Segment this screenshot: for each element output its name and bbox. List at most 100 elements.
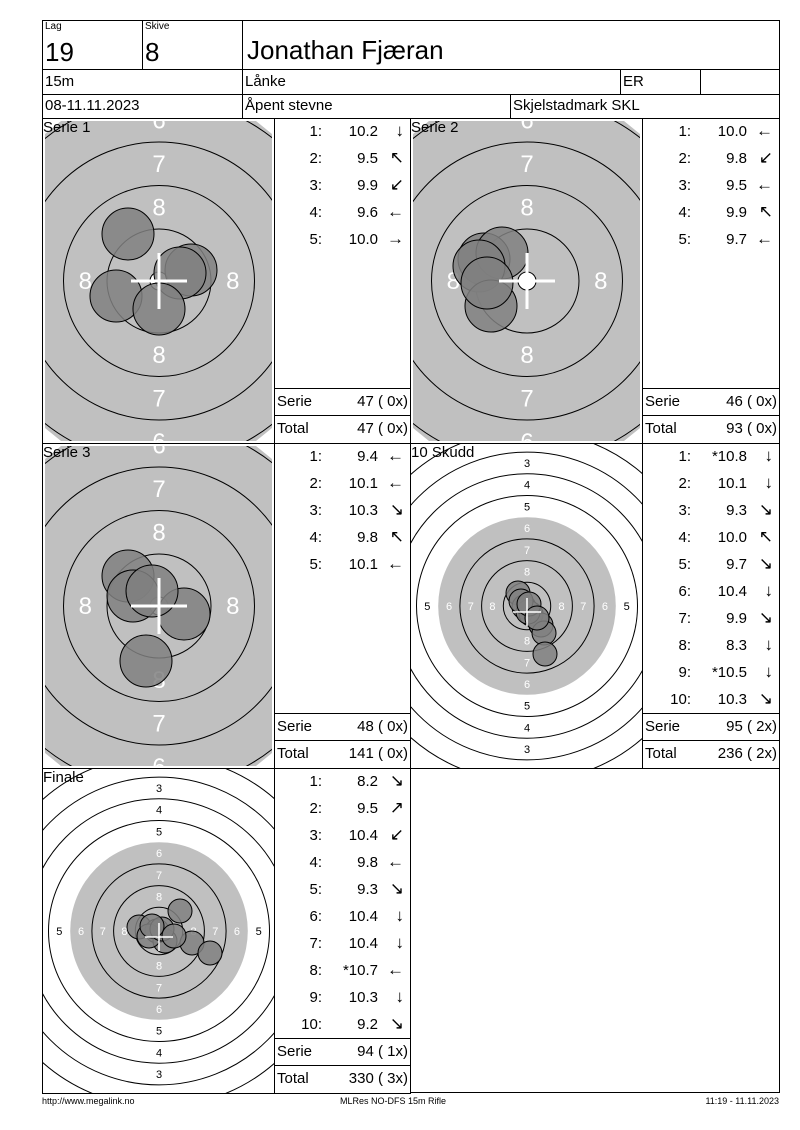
footer-url: http://www.megalink.no: [42, 1096, 135, 1106]
ring-label: 8: [489, 601, 495, 613]
score-list: 1: *10.8 ↓ 2: 10.1 ↓ 3: 9.3 ↘ 4: 10.0 ↖ 5: 9.7 ↘ 6: 10.4…: [642, 443, 780, 769]
shot-row: 3: 10.4 ↙: [275, 823, 410, 850]
shot-number: 1:: [678, 448, 691, 465]
shot-score: 9.7: [726, 231, 747, 248]
shot-number: 5:: [309, 881, 322, 898]
ring-label: 6: [520, 119, 533, 134]
ring-label: 7: [580, 601, 586, 613]
shot-number: 5:: [678, 231, 691, 248]
shot-score: 8.3: [726, 637, 747, 654]
venue-cell: Skjelstadmark SKL: [510, 94, 780, 119]
ring-label: 7: [152, 710, 165, 737]
shot-score: 10.4: [348, 827, 378, 844]
direction-arrow-icon: ↗: [389, 798, 404, 817]
direction-arrow-icon: ↘: [758, 608, 773, 627]
shot-hole: [532, 641, 558, 667]
target-ring: [63, 185, 255, 377]
shot-row: 3: 9.9 ↙: [275, 173, 410, 200]
shot-number: 2:: [309, 475, 322, 492]
direction-arrow-icon: ↙: [389, 175, 404, 194]
ring-label: 5: [524, 501, 530, 513]
direction-arrow-icon: ←: [387, 554, 404, 573]
lag-cell: Lag 19: [42, 20, 143, 70]
shot-number: 1:: [309, 773, 322, 790]
total-row: Total 93 ( 0x): [643, 415, 779, 443]
score-list: 1: 9.4 ← 2: 10.1 ← 3: 10.3 ↘ 4: 9.8 ↖ 5: 10.1 ← Serie 48…: [274, 443, 411, 769]
target-ring: [459, 538, 595, 674]
shot-number: 4:: [309, 204, 322, 221]
shot-number: 1:: [309, 123, 322, 140]
ring-label: 7: [212, 926, 218, 938]
total-label: Total: [277, 1070, 309, 1087]
ring-label: 8: [156, 891, 162, 903]
total-label: Total: [277, 745, 309, 762]
shot-row: 5: 9.3 ↘: [275, 877, 410, 904]
serie-label: Serie: [277, 718, 313, 735]
ring-label: 3: [524, 744, 530, 756]
shot-hole: [197, 940, 223, 966]
shot-score: 10.3: [348, 502, 378, 519]
serie-label: Serie: [277, 393, 313, 410]
shot-score: 10.4: [348, 908, 378, 925]
target-ring: [431, 185, 623, 377]
shot-row: 4: 9.8 ←: [275, 850, 410, 877]
ring-label: 7: [524, 657, 530, 669]
direction-arrow-icon: ←: [387, 473, 404, 492]
ring-label: 7: [152, 476, 165, 503]
ring-label: 6: [156, 1004, 162, 1016]
ring-label: 5: [56, 926, 62, 938]
ring-label: 8: [79, 268, 92, 295]
shot-row: 4: 10.0 ↖: [643, 525, 779, 552]
ring-label: 7: [152, 151, 165, 178]
ring-label: 6: [152, 754, 165, 768]
direction-arrow-icon: ↓: [395, 933, 405, 952]
shot-score: 10.2: [348, 123, 378, 140]
ring-label: 8: [156, 961, 162, 973]
series-title: Serie 3: [43, 444, 91, 461]
shot-number: 2:: [678, 475, 691, 492]
serie-score: 95 ( 2x): [726, 718, 777, 735]
shot-number: 5:: [678, 556, 691, 573]
ring-label: 8: [524, 636, 530, 648]
shot-number: 8:: [678, 637, 691, 654]
total-label: Total: [645, 745, 677, 762]
ring-label: 8: [520, 342, 533, 369]
target-ring: [91, 863, 227, 999]
ring-label: 8: [152, 194, 165, 221]
direction-arrow-icon: ↙: [389, 825, 404, 844]
shot-score: 9.6: [357, 204, 378, 221]
shot-score: *10.5: [711, 664, 747, 681]
ring-label: 6: [152, 429, 165, 443]
ring-label: 6: [446, 601, 452, 613]
ring-label: 7: [156, 870, 162, 882]
shot-score: 10.4: [717, 583, 747, 600]
shot-row: 9: *10.5 ↓: [643, 660, 779, 687]
series-title: 10 Skudd: [411, 444, 475, 461]
shot-number: 7:: [678, 610, 691, 627]
ring-label: 3: [524, 458, 530, 470]
shot-row: 8: 8.3 ↓: [643, 633, 779, 660]
shot-row: 6: 10.4 ↓: [275, 904, 410, 931]
direction-arrow-icon: ↘: [758, 500, 773, 519]
shot-number: 1:: [309, 448, 322, 465]
skive-value: 8: [145, 37, 160, 67]
shot-number: 8:: [309, 962, 322, 979]
serie-score: 94 ( 1x): [357, 1043, 408, 1060]
ring-label: 7: [524, 545, 530, 557]
shot-score: 9.7: [726, 556, 747, 573]
shot-row: 7: 10.4 ↓: [275, 931, 410, 958]
shot-hole: [139, 913, 165, 939]
ring-label: 6: [152, 119, 165, 134]
ring-label: 5: [624, 601, 630, 613]
shot-score: 9.8: [357, 529, 378, 546]
shot-number: 4:: [678, 529, 691, 546]
target-panel: 3 3 4 4 5 5 5 5 6 6 6 6 7 7 7 7 8 8 8 8 10 Skudd: [410, 443, 643, 769]
target-ring: [43, 776, 274, 1086]
direction-arrow-icon: ↖: [389, 527, 404, 546]
shot-row: 5: 9.7 ←: [643, 227, 779, 254]
ring-label: 5: [156, 1026, 162, 1038]
shot-score: 9.9: [726, 610, 747, 627]
ring-label: 6: [78, 926, 84, 938]
direction-arrow-icon: ↘: [758, 689, 773, 708]
